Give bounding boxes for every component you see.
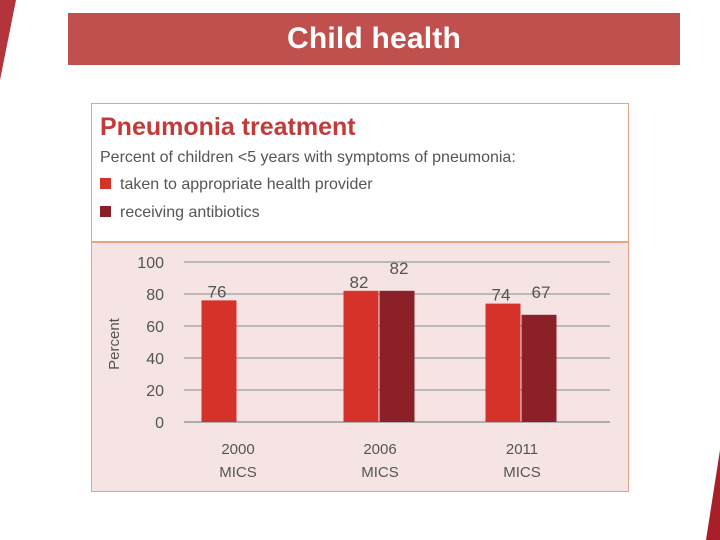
x-tick-label: MICS: [361, 464, 399, 481]
data-label: 82: [350, 273, 369, 292]
legend-item-provider: taken to appropriate health provider: [100, 176, 373, 194]
legend-swatch-provider: [100, 178, 111, 189]
data-label: 74: [492, 286, 511, 305]
slide-corner-accent-bottom: [706, 450, 720, 540]
bar-provider: [485, 303, 521, 422]
x-tick-label: MICS: [219, 464, 257, 481]
x-tick-label: 2006: [363, 441, 396, 458]
chart-header: Pneumonia treatment Percent of children …: [92, 104, 628, 243]
y-axis-label: Percent: [106, 317, 123, 370]
chart-title: Pneumonia treatment: [100, 113, 356, 141]
data-label: 82: [390, 259, 409, 278]
chart-panel: Pneumonia treatment Percent of children …: [91, 103, 629, 492]
legend-swatch-antibiotics: [100, 206, 111, 217]
y-tick-label: 80: [146, 287, 164, 304]
bar-provider: [343, 290, 379, 422]
bar-antibiotics: [379, 290, 415, 422]
chart-subtitle: Percent of children <5 years with sympto…: [100, 149, 516, 166]
data-label: 76: [208, 282, 227, 301]
y-tick-label: 0: [155, 415, 164, 432]
slide-title-bar: Child health: [68, 13, 680, 65]
x-tick-label: MICS: [503, 464, 541, 481]
bar-provider: [201, 300, 237, 422]
data-label: 67: [532, 283, 551, 302]
slide-title: Child health: [286, 22, 462, 55]
y-tick-label: 60: [146, 319, 164, 336]
x-tick-label: 2011: [506, 441, 538, 458]
y-tick-label: 40: [146, 351, 164, 368]
y-tick-label: 100: [137, 255, 164, 272]
legend-label-antibiotics: receiving antibiotics: [120, 204, 260, 221]
x-tick-label: 2000: [221, 441, 254, 458]
bar-chart: 0 20 40 60 80 100 Percent 76 2000 MICS 82 82 2006 MIC…: [106, 255, 610, 481]
legend-label-provider: taken to appropriate health provider: [120, 176, 373, 193]
bar-antibiotics: [521, 314, 557, 422]
slide-corner-accent: [0, 0, 16, 80]
legend-item-antibiotics: receiving antibiotics: [100, 204, 260, 222]
y-tick-label: 20: [146, 383, 164, 400]
